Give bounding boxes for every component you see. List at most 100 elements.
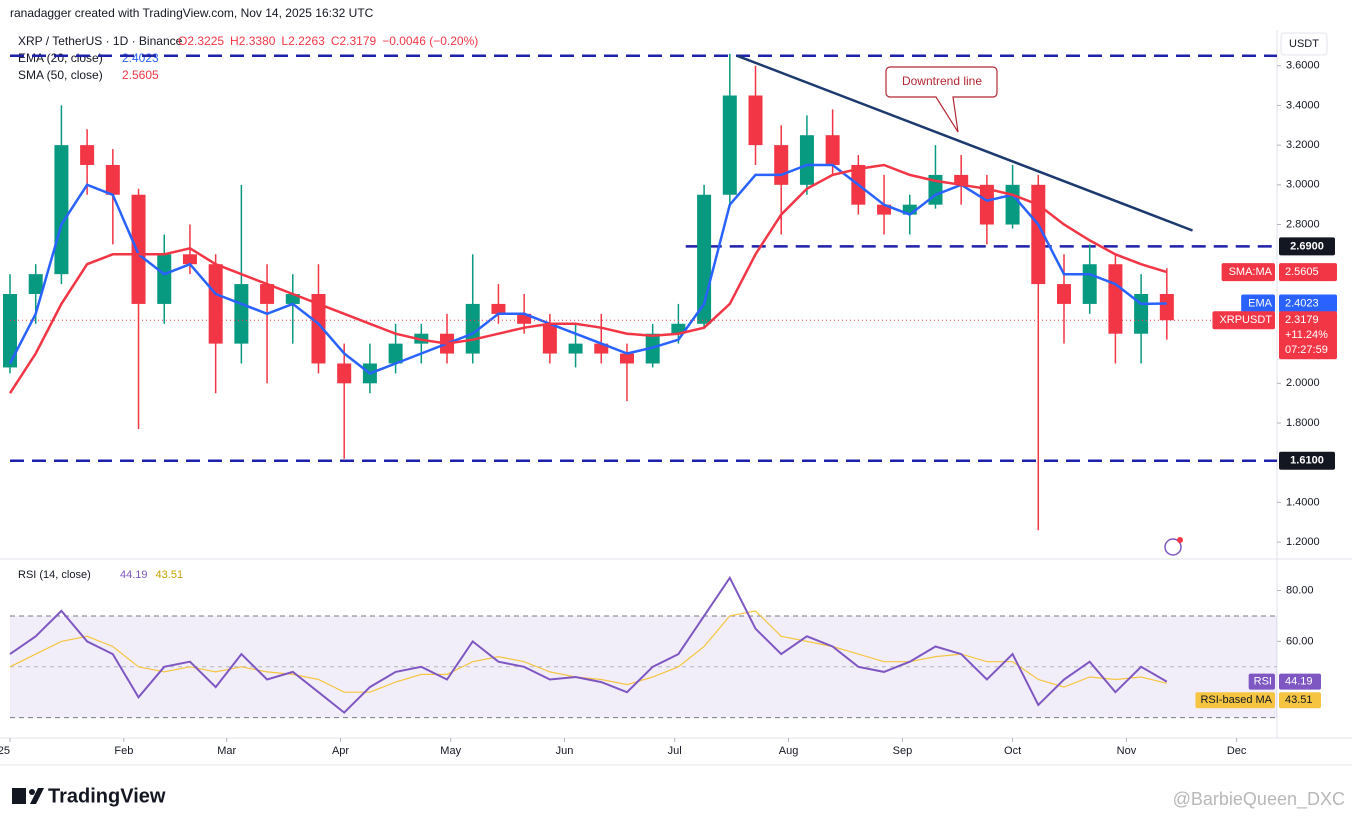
candle-body bbox=[825, 135, 840, 165]
level-tag bbox=[1279, 451, 1335, 470]
logo bbox=[12, 788, 44, 804]
y-tick-label: 1.2000 bbox=[1286, 536, 1320, 548]
x-tick-label: Nov bbox=[1117, 745, 1137, 757]
x-tick-label: Aug bbox=[779, 745, 799, 757]
y-tick-label: 1.8000 bbox=[1286, 417, 1320, 429]
candle-body bbox=[748, 95, 763, 146]
x-tick-label: Jun bbox=[556, 745, 574, 757]
ema-legend-value: 2.4023 bbox=[122, 51, 159, 65]
candle-body bbox=[28, 274, 43, 294]
brand: TradingView bbox=[48, 785, 166, 807]
candle-body bbox=[774, 145, 789, 185]
candle-body bbox=[619, 353, 634, 364]
candle-body bbox=[799, 135, 814, 185]
rsi-line bbox=[9, 610, 1167, 693]
x-tick-label: Feb bbox=[114, 745, 133, 757]
candle-body bbox=[260, 284, 275, 304]
x-tick-label: May bbox=[440, 745, 461, 757]
candle-body bbox=[388, 343, 403, 364]
tag-name-box bbox=[1221, 263, 1275, 282]
rsi-tag-name: RSI-based MA bbox=[1200, 694, 1272, 706]
callout bbox=[885, 66, 998, 133]
ohlc-value: O2.3225 bbox=[178, 34, 224, 48]
y-tick-label: 2.0000 bbox=[1286, 377, 1320, 389]
tag-name: XRPUSDT bbox=[1219, 314, 1272, 326]
candle-body bbox=[337, 363, 352, 384]
x-tick-label: Sep bbox=[893, 745, 913, 757]
x-tick-label: Apr bbox=[332, 745, 349, 757]
ohlc-value: −0.0046 (−0.20%) bbox=[382, 34, 478, 48]
x-tick-label: Jul bbox=[668, 745, 682, 757]
level-tag bbox=[1279, 237, 1335, 256]
y-tick-label: 60.00 bbox=[1286, 635, 1314, 647]
rsi-tag-name-box bbox=[1195, 692, 1275, 709]
candle-body bbox=[491, 303, 506, 314]
ema-legend: EMA (20, close) bbox=[18, 51, 103, 65]
candle-body bbox=[3, 294, 17, 368]
y-tick-label: 80.00 bbox=[1286, 584, 1314, 596]
candle-body bbox=[1031, 184, 1046, 285]
candle-body bbox=[877, 204, 892, 215]
candle-body bbox=[568, 343, 583, 354]
ohlc-value: C2.3179 bbox=[331, 34, 377, 48]
candle-body bbox=[80, 145, 95, 165]
rsi-tag-name-box bbox=[1248, 673, 1275, 690]
tag-name-box bbox=[1241, 294, 1275, 313]
candle-body bbox=[671, 323, 686, 334]
candle-body bbox=[1082, 264, 1097, 304]
candle-body bbox=[208, 264, 223, 344]
moving-average-line bbox=[8, 163, 1167, 375]
candle-body bbox=[105, 164, 120, 195]
candle-body bbox=[954, 174, 969, 185]
tag-name: EMA bbox=[1248, 297, 1273, 309]
tag-value: 2.5605 bbox=[1285, 266, 1319, 278]
tag-name: SMA:MA bbox=[1229, 266, 1273, 278]
tag-value-box bbox=[1279, 294, 1337, 313]
rsi-tag-value-box bbox=[1279, 692, 1321, 709]
candle-body bbox=[902, 204, 917, 215]
alert-icon[interactable] bbox=[1164, 537, 1183, 556]
tag-value: 2.4023 bbox=[1285, 297, 1319, 309]
candle-body bbox=[131, 194, 146, 304]
candle-body bbox=[542, 323, 557, 354]
tag-value: 2.3179 bbox=[1285, 314, 1319, 326]
candle-body bbox=[1005, 184, 1020, 225]
candle-body bbox=[157, 254, 172, 304]
tag-extra: 07:27:59 bbox=[1285, 344, 1328, 356]
rsi-title: RSI (14, close) bbox=[18, 569, 91, 581]
candle-body bbox=[722, 95, 737, 195]
y-tick-label: 3.2000 bbox=[1286, 139, 1320, 151]
candle-body bbox=[979, 184, 994, 225]
ohlc-value: H2.3380 bbox=[230, 34, 276, 48]
y-tick-label: 3.6000 bbox=[1286, 60, 1320, 72]
currency-box[interactable] bbox=[1280, 32, 1328, 56]
candle-body bbox=[1108, 264, 1123, 334]
rsi-tag-name: RSI bbox=[1254, 675, 1272, 687]
tag-value-box bbox=[1279, 263, 1337, 282]
tag-name-box bbox=[1212, 311, 1275, 330]
sma-legend: SMA (50, close) bbox=[18, 68, 103, 82]
y-tick-label: 1.4000 bbox=[1286, 496, 1320, 508]
y-tick-label: 3.0000 bbox=[1286, 179, 1320, 191]
candle-body bbox=[1159, 294, 1174, 321]
rsi-tag-value-box bbox=[1279, 673, 1321, 690]
candle-body bbox=[285, 294, 300, 304]
rsi-tag-value: 44.19 bbox=[1285, 675, 1313, 687]
candle-body bbox=[311, 294, 326, 364]
ohlc-value: L2.2263 bbox=[281, 34, 325, 48]
level-tag-label: 1.6100 bbox=[1290, 455, 1324, 467]
rsi-tag-value: 43.51 bbox=[1285, 694, 1313, 706]
candle-body bbox=[234, 284, 249, 344]
x-tick-label: Oct bbox=[1004, 745, 1021, 757]
callout-label: Downtrend line bbox=[902, 74, 982, 88]
rsi-line bbox=[9, 575, 1168, 714]
sma-legend-value: 2.5605 bbox=[122, 68, 159, 82]
symbol: XRP / TetherUS · 1D · Binance bbox=[18, 34, 183, 48]
candle-body bbox=[1056, 284, 1071, 304]
credit: ranadagger created with TradingView.com,… bbox=[10, 6, 374, 20]
candle-body bbox=[594, 343, 609, 354]
tag-value-box bbox=[1279, 311, 1337, 360]
rsi-legend-value: 44.19 bbox=[120, 569, 148, 581]
x-tick-label: Mar bbox=[217, 745, 236, 757]
